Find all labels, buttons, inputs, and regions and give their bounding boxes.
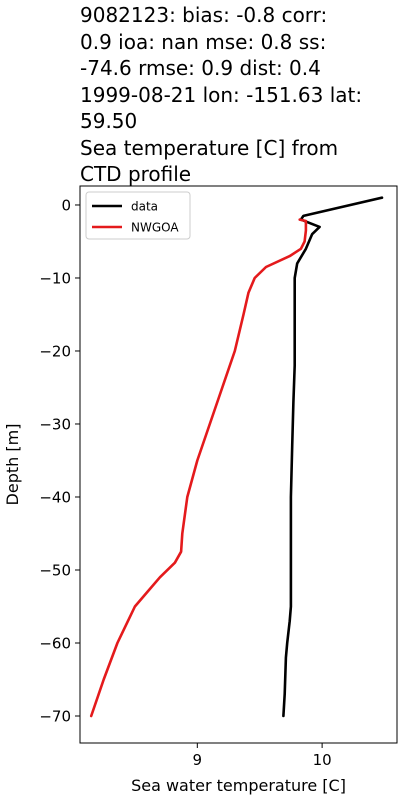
x-tick-label: 10 xyxy=(313,751,332,769)
plot-area: 9 10 0 −10 −20 −30 −40 −50 −60 −70 Sea water tempe… xyxy=(3,185,398,795)
y-axis-label: Depth [m] xyxy=(3,424,22,506)
y-tick-label: −40 xyxy=(39,488,71,506)
x-tick-label: 9 xyxy=(193,751,203,769)
title-line: 0.9 ioa: nan mse: 0.8 ss: xyxy=(80,29,327,54)
axes-frame xyxy=(79,185,398,744)
y-tick-label: 0 xyxy=(61,196,71,214)
title-line: -74.6 rmse: 0.9 dist: 0.4 xyxy=(80,56,321,80)
y-tick-label: −10 xyxy=(39,269,71,287)
title-line: 59.50 xyxy=(80,109,138,133)
title-line: Sea temperature [C] from xyxy=(80,135,339,160)
y-tick-label: −20 xyxy=(39,342,71,360)
chart-title: 9082123: bias: -0.8 corr: 0.9 ioa: nan m… xyxy=(80,2,398,188)
title-line: CTD profile xyxy=(80,162,192,186)
title-line: 1999-08-21 lon: -151.63 lat: xyxy=(80,82,363,107)
x-axis-label: Sea water temperature [C] xyxy=(131,776,346,795)
y-tick-label: −70 xyxy=(39,707,71,725)
y-tick-label: −60 xyxy=(39,634,71,652)
y-tick-label: −30 xyxy=(39,415,71,433)
y-tick-label: −50 xyxy=(39,561,71,579)
series-line-nwgoa xyxy=(89,218,308,718)
legend-label-data: data xyxy=(131,200,158,214)
title-line: 9082123: bias: -0.8 corr: xyxy=(80,3,328,27)
series-line-data xyxy=(282,196,384,718)
legend-label-nwgoa: NWGOA xyxy=(131,221,179,235)
